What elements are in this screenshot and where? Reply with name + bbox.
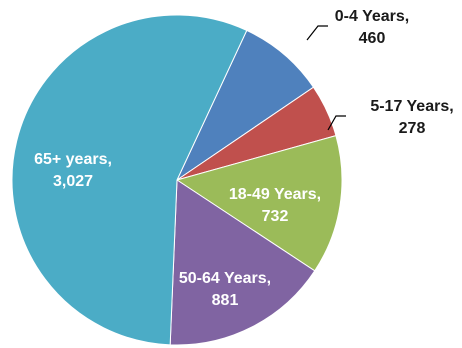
slice-value-label: 278 [399,120,426,137]
slice-category-label: 65+ years, [34,151,112,168]
leader-line-0 [306,25,328,41]
slice-value-label: 881 [212,292,239,309]
slice-category-label: 50-64 Years, [179,270,271,287]
slice-label-3: 50-64 Years, 881 [179,270,271,309]
slice-category-label: 0-4 Years, [335,8,409,25]
slice-label-1: 5-17 Years, 278 [370,98,453,137]
pie-slice-50-64-years [169,179,316,346]
slice-label-2: 18-49 Years, 732 [229,186,321,225]
pie-slice-65-years [11,14,248,346]
slice-value-label: 3,027 [53,173,93,190]
slice-label-4: 65+ years, 3,027 [34,151,112,190]
pie-slice-18-49-years [175,135,343,272]
slice-category-label: 18-49 Years, [229,186,321,203]
leader-line-1 [327,115,346,131]
slice-value-label: 460 [359,30,386,47]
slice-category-label: 5-17 Years, [370,98,453,115]
pie-slice-0-4-years [175,29,315,182]
slice-value-label: 732 [262,208,289,225]
slice-label-0: 0-4 Years, 460 [335,8,409,47]
